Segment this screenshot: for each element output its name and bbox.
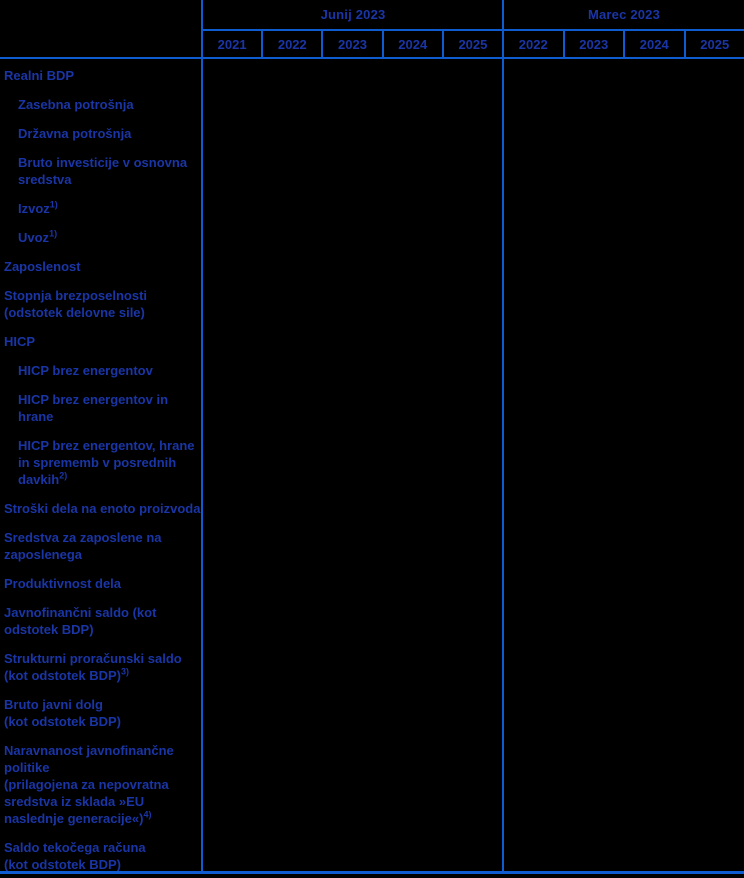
grid-line-under-year-headers [0, 57, 744, 59]
year-header-2022: 2022 [518, 36, 548, 52]
grid-line-table-bottom [0, 871, 744, 874]
row-label: Zaposlenost [4, 259, 81, 274]
year-header-2021: 2021 [217, 36, 247, 52]
data-region-junij [203, 59, 502, 871]
row-label: Bruto investicije v osnovna sredstva [18, 155, 188, 187]
footnote-marker: 4) [143, 809, 152, 820]
row-label: HICP brez energentov in hrane [18, 392, 169, 424]
data-region-marec [504, 59, 744, 871]
row-label: Javnofinančni saldo (kot odstotek BDP) [4, 605, 157, 637]
year-header-row-junij: 2021 2022 2023 2024 2025 [203, 31, 502, 57]
row-label: Produktivnost dela [4, 576, 122, 591]
column-group-title-marec-2023: Marec 2023 [587, 7, 661, 22]
footnote-marker: 1) [49, 228, 58, 239]
row-label: Naravnanost javnofinančne politike (pril… [4, 743, 174, 826]
row-label: HICP brez energentov, hrane in sprememb … [18, 438, 195, 487]
footnote-marker: 3) [121, 666, 130, 677]
year-header-2023: 2023 [321, 31, 381, 57]
year-header-2023: 2023 [562, 31, 624, 57]
row-label: Realni BDP [4, 68, 75, 83]
row-label: Državna potrošnja [18, 126, 132, 141]
grid-line-under-group-titles [201, 29, 744, 31]
row-label: HICP brez energentov [18, 363, 153, 378]
row-label: Bruto javni dolg (kot odstotek BDP) [4, 697, 121, 729]
row-label: Zasebna potrošnja [18, 97, 134, 112]
year-header-2022: 2022 [261, 31, 321, 57]
year-header-row-marec: 2022 2023 2024 2025 [504, 31, 744, 57]
year-header-2024: 2024 [381, 31, 442, 57]
row-label: Stopnja brezposelnosti (odstotek delovne… [4, 288, 148, 320]
row-label: Sredstva za zaposlene na zaposlenega [4, 530, 162, 562]
row-label: Stroški dela na enoto proizvoda [4, 501, 201, 516]
year-header-2024: 2024 [623, 31, 684, 57]
grid-line-label-separator [201, 0, 203, 871]
row-label: Uvoz1) [18, 228, 58, 245]
footnote-marker: 2) [59, 470, 68, 481]
row-label: Izvoz1) [18, 199, 58, 216]
row-label-column: Realni BDP Zasebna potrošnja Državna potro… [0, 59, 201, 878]
column-group-title-junij-2023: Junij 2023 [320, 7, 386, 22]
footnote-marker: 1) [49, 199, 58, 210]
row-label: Saldo tekočega računa (kot odstotek BDP) [4, 840, 146, 872]
grid-line-group-separator [502, 0, 504, 871]
year-header-2025: 2025 [683, 31, 744, 57]
row-label: Strukturni proračunski saldo (kot odstot… [4, 651, 182, 683]
row-label: HICP [4, 334, 36, 349]
year-header-2025: 2025 [441, 31, 502, 57]
